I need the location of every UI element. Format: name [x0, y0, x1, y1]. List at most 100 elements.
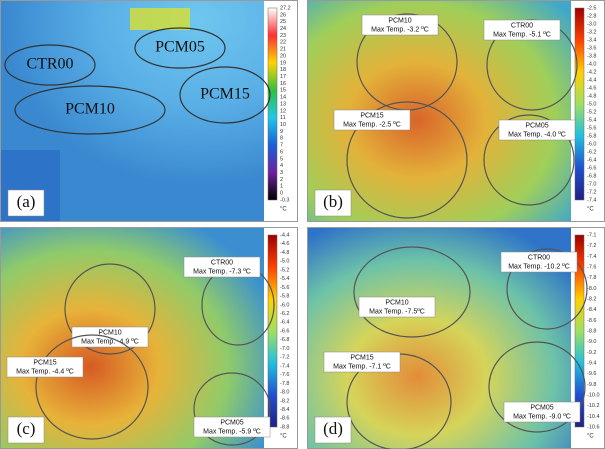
colorbar-tick-label: -4.2 — [587, 69, 596, 75]
colorbar-tick-label: -2.5 — [587, 5, 596, 11]
colorbar-tick-label: 27.2 — [280, 5, 291, 11]
figure: 27.2262524232221201918171615141312111098… — [0, 0, 605, 449]
region-name: CTR00 — [511, 22, 533, 29]
region-name: PCM05 — [530, 404, 553, 411]
colorbar-tick-label: -7.2 — [280, 355, 289, 361]
colorbar-tick-label: -4.4 — [587, 77, 596, 83]
region-name: PCM05 — [525, 122, 548, 129]
colorbar-tick-label: -4.0 — [587, 61, 596, 67]
colorbar-tick-label: 13 — [280, 101, 286, 107]
colorbar-tick-label: -4.6 — [587, 85, 596, 91]
colorbar-tick-label: -7.2 — [587, 243, 596, 249]
colorbar-tick-label: -3.2 — [587, 29, 596, 35]
region-name: PCM15 — [350, 354, 373, 361]
colorbar-tick-label: -9.2 — [587, 350, 596, 356]
colorbar-tick-label: -7.1 — [587, 232, 596, 238]
colorbar-tick-label: 11 — [280, 115, 286, 121]
region-name: PCM10 — [385, 299, 408, 306]
colorbar-tick-label: -5.8 — [587, 133, 596, 139]
colorbar-tick-label: -2.8 — [587, 13, 596, 19]
colorbar-tick-label: -10.4 — [587, 414, 600, 420]
colorbar-tick-label: -8.8 — [280, 424, 289, 430]
colorbar-tick-label: -0.3 — [280, 197, 289, 203]
colorbar-tick-label: -7.6 — [587, 264, 596, 270]
colorbar-tick-label: -10.6 — [587, 424, 600, 430]
colorbar-tick-label: -7.4 — [587, 254, 596, 260]
colorbar-tick-label: -5.8 — [280, 294, 289, 300]
colorbar-tick-label: -9.0 — [587, 339, 596, 345]
colorbar-tick-label: -5.2 — [280, 267, 289, 273]
colorbar-tick-label: -10.0 — [587, 392, 600, 398]
colorbar-tick-label: 6 — [280, 149, 283, 155]
colorbar-tick-label: -6.8 — [280, 337, 289, 343]
colorbar-unit: °C — [587, 434, 594, 440]
region-name: PCM10 — [388, 17, 411, 24]
colorbar-tick-label: 7 — [280, 143, 283, 149]
colorbar-tick-label: -7.4 — [587, 197, 596, 203]
region-label: CTR00 — [26, 56, 73, 73]
region-name: CTR00 — [528, 254, 550, 261]
colorbar-tick-label: 10 — [280, 122, 286, 128]
colorbar-tick-label: -6.4 — [280, 320, 289, 326]
colorbar-tick-label: 15 — [280, 88, 286, 94]
colorbar-tick-label: 5 — [280, 156, 283, 162]
colorbar-tick-label: -7.8 — [587, 275, 596, 281]
colorbar-tick-label: 24 — [280, 26, 286, 32]
colorbar-tick-label: -8.8 — [587, 328, 596, 334]
region-label: PCM10 — [65, 101, 115, 118]
colorbar — [268, 8, 277, 200]
colorbar-tick-label: -8.6 — [280, 416, 289, 422]
region-max-temp: Max Temp. -10.2 ºC — [508, 263, 570, 270]
region-label: PCM15 — [200, 86, 250, 103]
colorbar-tick-label: -5.6 — [280, 285, 289, 291]
colorbar-tick-label: -7.0 — [587, 181, 596, 187]
region-name: PCM15 — [33, 359, 56, 366]
colorbar-tick-label: 18 — [280, 67, 286, 73]
region-max-temp: Max Temp. -4.9 ºC — [81, 338, 139, 345]
colorbar-tick-label: 14 — [280, 95, 286, 101]
colorbar-tick-label: -3.8 — [587, 53, 596, 59]
colorbar-tick-label: 4 — [280, 163, 283, 169]
colorbar-tick-label: -6.2 — [280, 311, 289, 317]
colorbar-tick-label: 17 — [280, 74, 286, 80]
colorbar-tick-label: -3.0 — [587, 21, 596, 27]
colorbar-tick-label: -6.2 — [587, 149, 596, 155]
colorbar-tick-label: -7.0 — [280, 346, 289, 352]
region-max-temp: Max Temp. -4.0 ºC — [508, 131, 566, 138]
colorbar — [268, 235, 277, 427]
colorbar-tick-label: -5.0 — [587, 101, 596, 107]
colorbar-tick-label: -3.6 — [587, 45, 596, 51]
colorbar-tick-label: -6.0 — [280, 302, 289, 308]
colorbar-tick-label: 8 — [280, 136, 283, 142]
colorbar-tick-label: 23 — [280, 33, 286, 39]
colorbar-tick-label: -6.4 — [587, 157, 596, 163]
colorbar-tick-label: 26 — [280, 12, 286, 18]
region-max-temp: Max Temp. -9.0 ºC — [513, 413, 571, 420]
colorbar-tick-label: -5.6 — [587, 125, 596, 131]
colorbar-tick-label: -6.0 — [587, 141, 596, 147]
colorbar-tick-label: 1 — [280, 184, 283, 190]
colorbar-tick-label: -5.4 — [587, 117, 596, 123]
colorbar-tick-label: -5.4 — [280, 276, 289, 282]
colorbar-tick-label: -6.6 — [587, 165, 596, 171]
colorbar-tick-label: -8.4 — [280, 407, 289, 413]
region-max-temp: Max Temp. -3.2 ºC — [371, 26, 429, 33]
colorbar-tick-label: -9.6 — [587, 371, 596, 377]
colorbar-tick-label: 9 — [280, 129, 283, 135]
colorbar-tick-label: -4.6 — [280, 241, 289, 247]
colorbar-tick-label: -7.4 — [280, 363, 289, 369]
colorbar-tick-label: -9.8 — [587, 382, 596, 388]
colorbar-tick-label: -7.8 — [280, 381, 289, 387]
region-max-temp: Max Temp. -7.3 ºC — [193, 268, 251, 275]
panel-label: (c) — [17, 419, 36, 438]
thermal-panel: 27.2262524232221201918171615141312111098… — [0, 0, 298, 222]
colorbar-tick-label: 2 — [280, 177, 283, 183]
colorbar-tick-label: -9.4 — [587, 360, 596, 366]
colorbar-tick-label: -8.6 — [587, 318, 596, 324]
colorbar-tick-label: 3 — [280, 170, 283, 176]
region-name: PCM05 — [220, 419, 243, 426]
colorbar-tick-label: -6.8 — [587, 173, 596, 179]
colorbar-tick-label: -8.0 — [587, 286, 596, 292]
colorbar-tick-label: 20 — [280, 53, 286, 59]
colorbar-tick-label: -8.2 — [280, 398, 289, 404]
